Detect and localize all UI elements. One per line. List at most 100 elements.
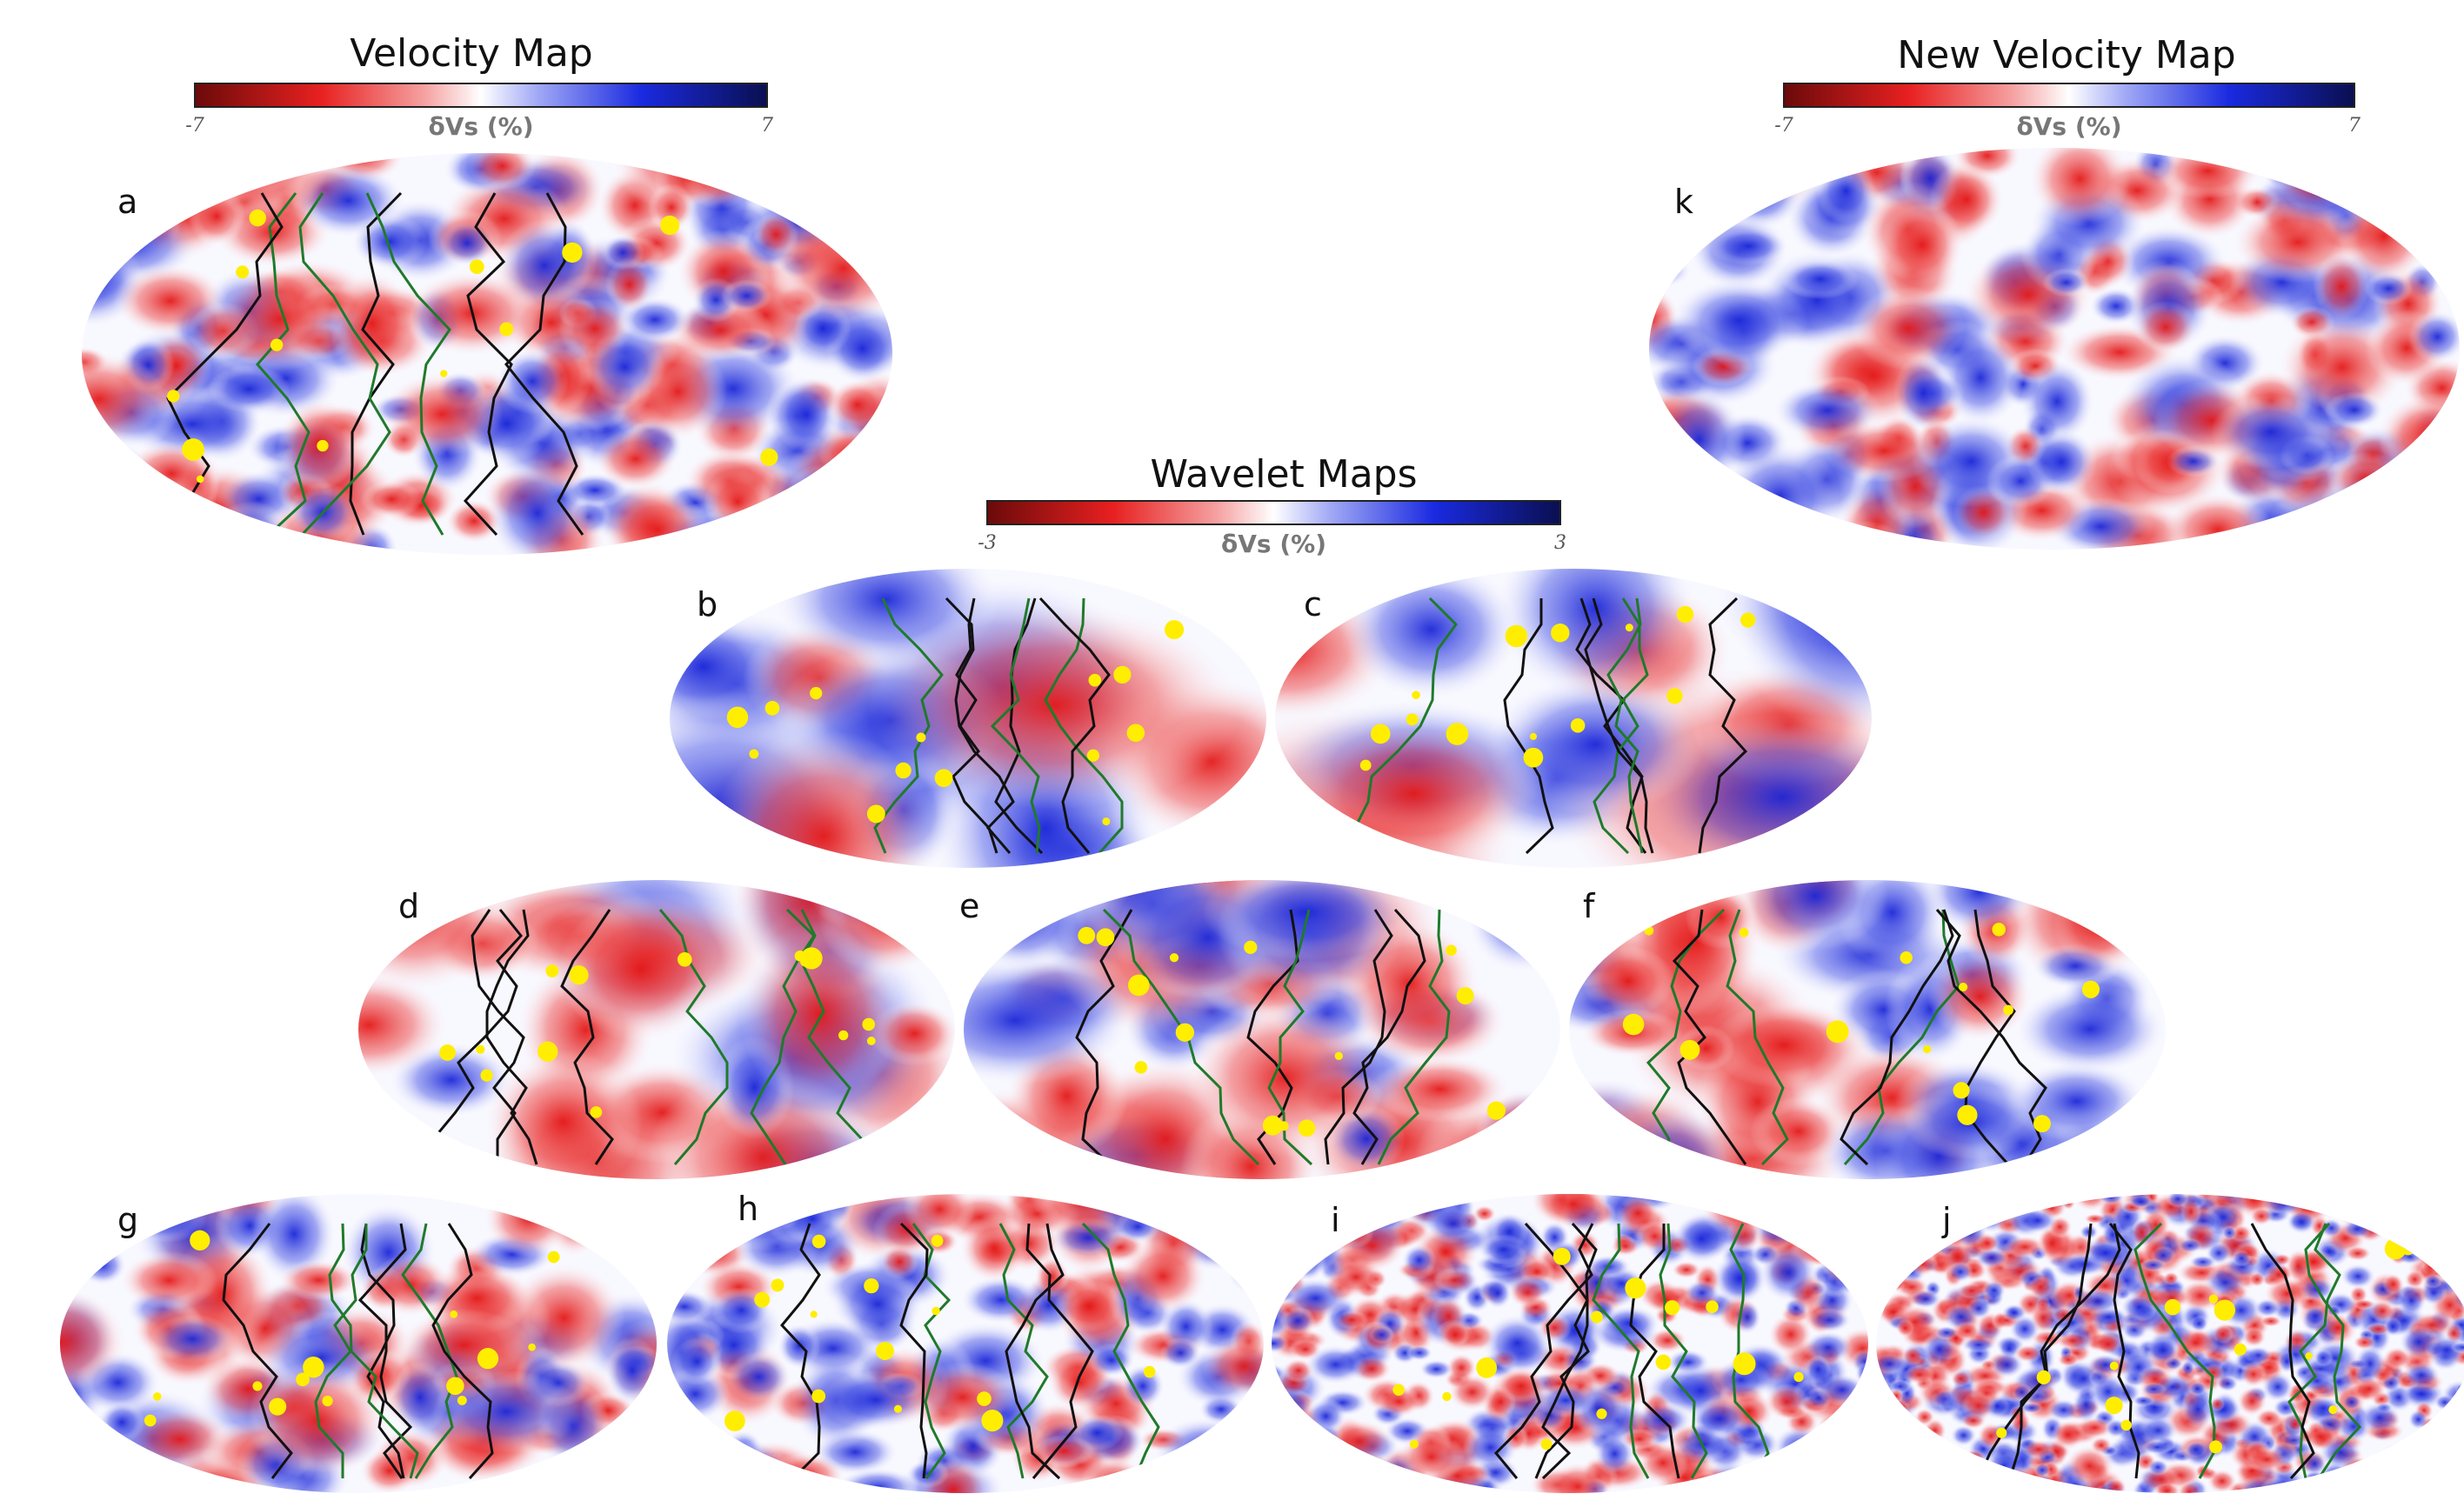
anomaly [818,860,952,975]
anomaly [1305,1344,1366,1384]
anomaly [2265,484,2387,579]
anomaly [1870,1427,1905,1457]
hotspot [546,964,559,977]
hotspot [876,1342,894,1360]
panel-letter: k [1674,183,1693,221]
anomaly [1781,259,1859,299]
anomaly [2180,1359,2195,1377]
anomaly [1739,1466,1781,1494]
anomaly [1896,1319,1914,1337]
hotspot [2401,1240,2416,1256]
hotspot [538,1042,558,1062]
hotspot [1953,1082,1970,1098]
anomaly [197,110,330,217]
hotspot [725,1411,745,1431]
anomaly [2341,1219,2373,1239]
hotspot [1442,1392,1451,1401]
anomaly [2408,310,2464,363]
hotspot [1113,666,1131,684]
hotspot [1992,923,2005,936]
anomaly [1875,1247,1891,1265]
anomaly [960,1213,1029,1283]
anomaly [1737,1471,1790,1494]
anomaly [1337,1218,1406,1272]
anomaly [1880,203,1964,286]
anomaly [1948,1480,1973,1494]
hotspot [2234,1344,2247,1356]
anomaly [1993,1469,2029,1494]
anomaly [2277,1350,2296,1374]
hotspot [1392,1384,1404,1396]
anomaly [1752,1210,1806,1249]
hotspot [144,1415,157,1427]
anomaly [2447,1257,2464,1273]
anomaly [2147,1458,2169,1476]
anomaly [2147,1337,2180,1364]
anomaly [2261,1189,2307,1217]
anomaly [1813,1177,1862,1235]
anomaly [2369,1482,2400,1494]
anomaly [2162,492,2273,567]
anomaly [2051,1420,2086,1450]
anomaly [2412,1430,2443,1452]
page: Velocity Map-77δVs (%)New Velocity Map-7… [0,0,2464,1494]
anomaly [2177,1238,2202,1254]
anomaly [1842,1246,1867,1267]
anomaly [2053,882,2147,968]
anomaly [2072,1177,2111,1211]
anomaly [1780,1464,1819,1494]
anomaly [1406,1344,1433,1361]
anomaly [214,501,289,565]
hotspot [2209,1440,2222,1453]
anomaly [1339,1464,1411,1494]
colorbar-min: -7 [1774,115,1793,137]
hotspot [1446,945,1457,957]
anomaly [2142,1439,2173,1455]
anomaly [1268,1185,1297,1214]
anomaly [605,257,654,312]
anomaly [1448,1373,1496,1411]
map-field [30,108,925,588]
anomaly [1956,1184,1984,1217]
hotspot [1571,718,1586,733]
hotspot [591,1106,603,1118]
map-panel: k [1607,112,2464,582]
anomaly [678,1204,745,1257]
hotspot [569,965,588,984]
anomaly [1903,1471,1942,1494]
anomaly [1849,1197,1877,1223]
anomaly [1920,1464,1937,1479]
hotspot [811,1311,818,1317]
panel-letter: f [1583,887,1596,925]
anomaly [1223,1171,1296,1230]
anomaly [2424,1447,2446,1467]
anomaly [1877,1444,1896,1458]
anomaly [1633,415,1683,450]
anomaly [1288,1179,1362,1237]
anomaly [1339,558,1522,700]
anomaly [2307,1191,2328,1208]
hotspot [894,1405,902,1413]
anomaly [1285,1444,1319,1468]
anomaly [2457,1266,2464,1291]
map-field [614,1166,1300,1494]
anomaly [1870,1421,1912,1451]
anomaly [1914,1213,1943,1238]
panel-letter: j [1941,1201,1952,1239]
hotspot [1144,1366,1156,1378]
hotspot [470,259,484,274]
hotspot [1625,1277,1646,1298]
hotspot [1793,1372,1803,1382]
hotspot [1733,1352,1756,1375]
anomaly [1653,388,1746,491]
hotspot [1680,1040,1700,1060]
anomaly [2353,1335,2376,1351]
anomaly [1742,841,1887,950]
anomaly [1813,1209,1849,1257]
anomaly [2453,1426,2464,1447]
anomaly [2439,1455,2464,1481]
hotspot [252,1381,262,1391]
anomaly [2153,143,2261,198]
anomaly [2003,1236,2047,1259]
hotspot [838,1030,848,1040]
